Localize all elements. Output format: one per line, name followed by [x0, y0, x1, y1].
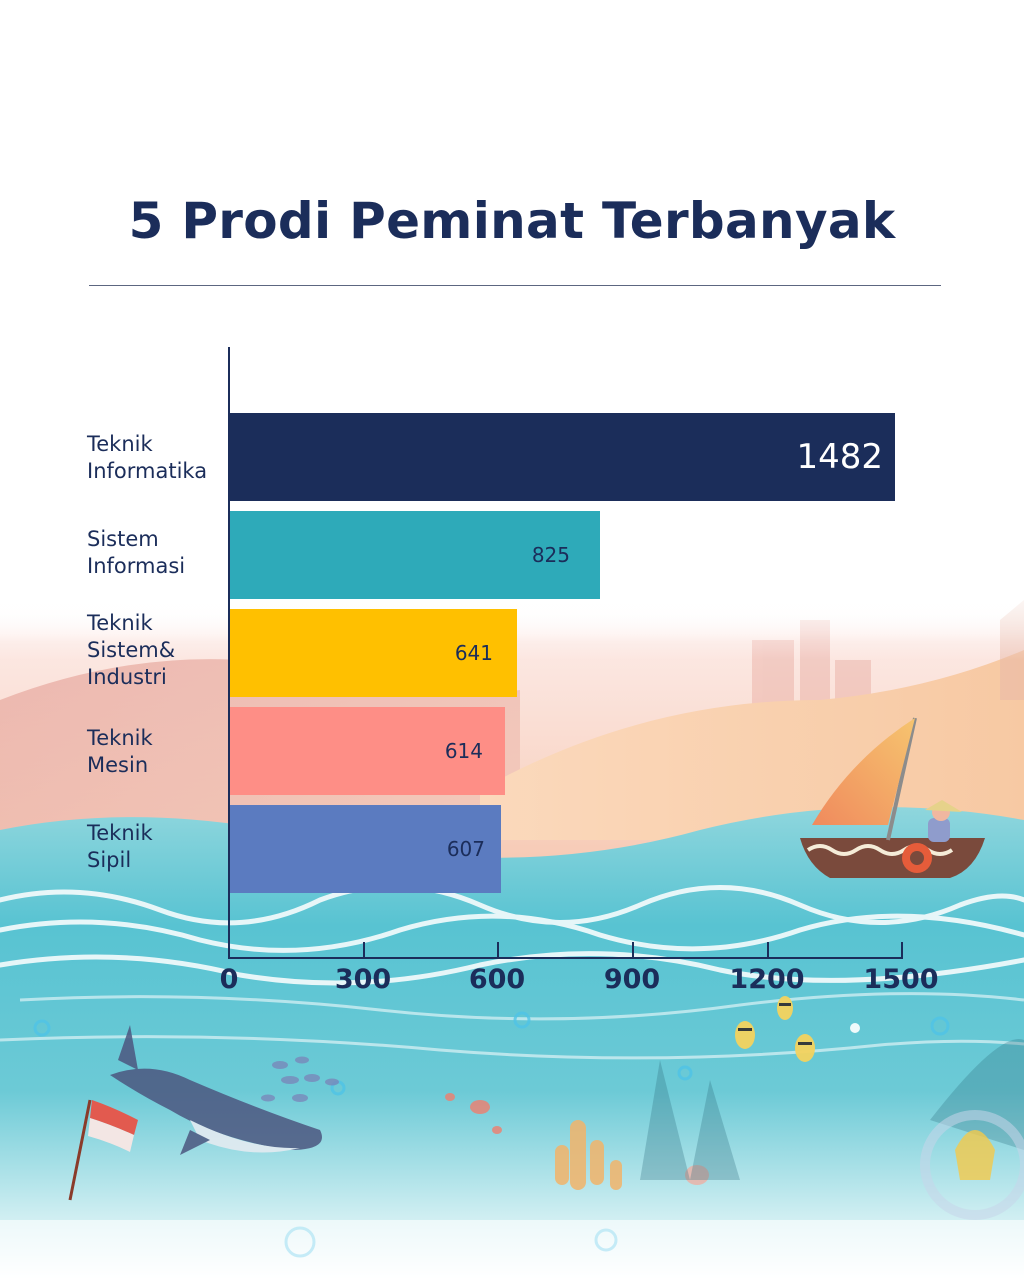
category-label-teknik-sistem-industri: Teknik Sistem& Industri	[87, 611, 176, 689]
bar-value-label: 641	[454, 641, 493, 665]
x-tick	[767, 942, 769, 958]
bar-teknik-sipil: 607	[230, 805, 501, 893]
category-label-sistem-informasi: Sistem Informasi	[87, 527, 186, 578]
bar-teknik-sistem-industri: 641	[230, 609, 517, 697]
category-label-teknik-informatika: Teknik Informatika	[87, 432, 208, 483]
sailboat-illustration	[800, 717, 985, 878]
x-tick	[632, 942, 634, 958]
x-tick-label: 600	[468, 964, 526, 995]
bar-teknik-informatika: 1482	[230, 413, 895, 501]
x-tick	[497, 942, 499, 958]
bar-value-label: 825	[531, 543, 570, 567]
bar-teknik-mesin: 614	[230, 707, 505, 795]
x-tick	[363, 942, 365, 958]
category-label-teknik-sipil: Teknik Sipil	[87, 821, 153, 872]
x-tick-label: 300	[334, 964, 392, 995]
x-tick-label: 0	[219, 964, 239, 995]
bar-value-label: 614	[444, 739, 483, 763]
y-axis-line	[228, 347, 230, 959]
category-label-teknik-mesin: Teknik Mesin	[87, 726, 153, 777]
x-tick	[901, 942, 903, 958]
title-divider	[89, 285, 941, 286]
bar-value-label: 1482	[796, 437, 883, 477]
x-tick-label: 1200	[729, 964, 805, 995]
bar-sistem-informasi: 825	[230, 511, 600, 599]
x-tick-label: 900	[603, 964, 661, 995]
bar-value-label: 607	[446, 837, 485, 861]
x-tick-label: 1500	[863, 964, 939, 995]
x-axis-line	[228, 957, 903, 959]
page-title: 5 Prodi Peminat Terbanyak	[128, 192, 896, 250]
